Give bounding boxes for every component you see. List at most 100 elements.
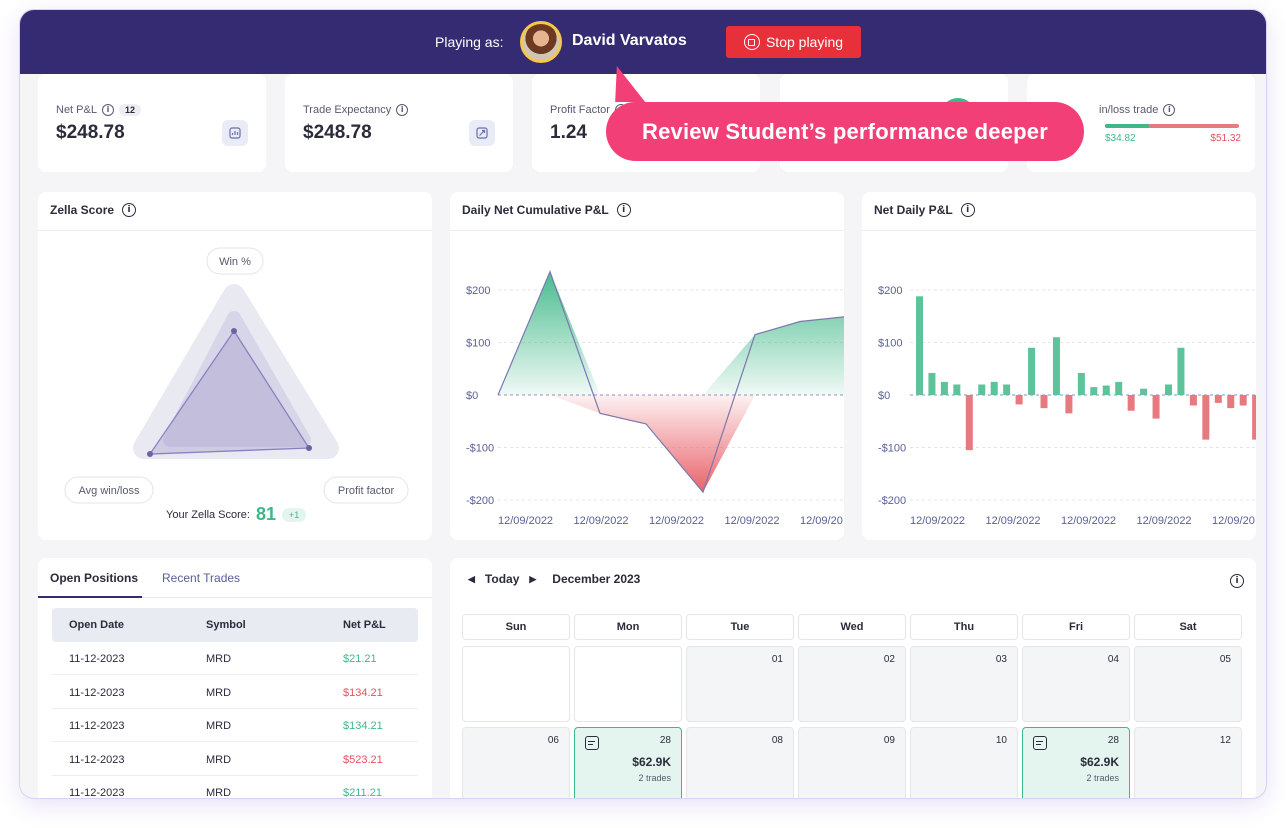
day-number: 12 — [1219, 735, 1231, 746]
day-pnl: $62.9K — [632, 755, 671, 769]
daily-bar — [1015, 395, 1023, 405]
day-of-week-header: Sat — [1134, 614, 1242, 640]
axis-label-profit-factor: Profit factor — [338, 485, 395, 497]
table-row[interactable]: 11-12-2023 MRD $211.21 — [52, 776, 418, 798]
calendar-day[interactable]: 02 — [798, 646, 906, 722]
calendar-day[interactable]: 01 — [686, 646, 794, 722]
daily-bar — [1077, 372, 1085, 395]
calendar-day[interactable]: 05 — [1134, 646, 1242, 722]
previous-month-icon[interactable]: ◀ — [468, 573, 475, 584]
stat-value: $248.78 — [303, 122, 372, 143]
daily-bar — [1003, 384, 1011, 395]
calendar-day[interactable]: 04 — [1022, 646, 1130, 722]
radar-point — [147, 451, 153, 457]
y-tick-label: -$100 — [466, 443, 494, 455]
table-row[interactable]: 11-12-2023 MRD $523.21 — [52, 743, 418, 776]
open-date-cell: 11-12-2023 — [69, 686, 125, 699]
avg-win-value: $34.82 — [1105, 133, 1136, 144]
x-tick-label: 12/09/20 — [800, 515, 843, 527]
tab-recent-trades[interactable]: Recent Trades — [162, 571, 241, 585]
calendar-day[interactable]: 08 — [686, 727, 794, 798]
next-month-icon[interactable]: ▶ — [529, 573, 537, 584]
table-row[interactable]: 11-12-2023 MRD $134.21 — [52, 709, 418, 742]
calendar-day[interactable]: 12 — [1134, 727, 1242, 798]
day-of-week-header: Fri — [1022, 614, 1130, 640]
win-loss-ratio-bar — [1105, 124, 1239, 128]
daily-bar — [1227, 395, 1235, 409]
calendar-day[interactable]: 28 $62.9K 2 trades — [1022, 727, 1130, 798]
calendar-day[interactable]: 09 — [798, 727, 906, 798]
info-icon[interactable]: i — [1163, 104, 1176, 116]
daily-bar — [1177, 347, 1185, 395]
daily-bar — [978, 384, 986, 395]
calendar-note-icon[interactable] — [585, 736, 599, 750]
open-date-cell: 11-12-2023 — [69, 787, 125, 798]
day-of-week-header: Mon — [574, 614, 682, 640]
calendar-day[interactable] — [574, 646, 682, 722]
daily-bar — [1214, 395, 1222, 403]
column-header-open-date[interactable]: Open Date — [69, 619, 125, 631]
daily-bar — [1127, 395, 1135, 411]
open-date-cell: 11-12-2023 — [69, 653, 125, 665]
info-icon[interactable]: i — [101, 104, 114, 116]
trade-count-badge: 12 — [118, 104, 141, 116]
info-icon[interactable]: i — [960, 203, 975, 217]
y-tick-label: $0 — [878, 390, 890, 402]
day-number: 05 — [1219, 654, 1231, 665]
active-tab-indicator — [38, 596, 142, 598]
playing-as-label: Playing as: — [435, 34, 504, 50]
calendar-day[interactable]: 03 — [910, 646, 1018, 722]
info-icon[interactable]: i — [396, 104, 409, 116]
impersonation-banner: Playing as: David Varvatos Stop playing — [20, 10, 1266, 74]
gauge-icon — [469, 120, 495, 146]
calendar-day[interactable] — [462, 646, 570, 722]
info-icon[interactable]: i — [616, 203, 631, 217]
panel-title: Net Daily P&L — [874, 203, 953, 217]
today-button[interactable]: Today — [484, 572, 520, 586]
stat-card-trade-expectancy: Trade Expectancy i $248.78 — [285, 74, 513, 172]
stat-label: Profit Factor — [550, 104, 610, 116]
net-pnl-cell: $134.21 — [343, 686, 383, 699]
day-number: 10 — [995, 735, 1007, 746]
column-header-net-pnl[interactable]: Net P&L — [343, 619, 386, 631]
symbol-cell: MRD — [206, 753, 232, 766]
daily-bar — [1202, 395, 1210, 440]
calendar-day[interactable]: 28 $62.9K 2 trades — [574, 727, 682, 798]
panel-title: Zella Score — [50, 203, 115, 217]
symbol-cell: MRD — [206, 787, 232, 798]
day-of-week-header: Thu — [910, 614, 1018, 640]
info-icon[interactable]: i — [1230, 574, 1244, 588]
stat-value: 1.24 — [550, 122, 587, 143]
open-date-cell: 11-12-2023 — [69, 720, 125, 732]
zella-score-panel: Zella Score i Win % Avg win/loss Profit … — [38, 192, 432, 540]
daily-bar — [990, 381, 998, 395]
day-number: 03 — [995, 654, 1007, 665]
calendar-day[interactable]: 06 — [462, 727, 570, 798]
stop-playing-button[interactable]: Stop playing — [726, 26, 861, 58]
table-row[interactable]: 11-12-2023 MRD $21.21 — [52, 642, 418, 675]
review-tooltip: Review Student’s performance deeper — [606, 102, 1084, 161]
daily-pnl-panel: Net Daily P&L i $200 $100 $0 -$100 -$200 12/0… — [862, 192, 1256, 540]
day-number: 28 — [659, 735, 671, 746]
info-icon[interactable]: i — [122, 203, 137, 217]
symbol-cell: MRD — [206, 686, 232, 699]
calendar-day[interactable]: 10 — [910, 727, 1018, 798]
daily-bar — [940, 381, 948, 395]
day-number: 08 — [771, 735, 783, 746]
tab-open-positions[interactable]: Open Positions — [50, 571, 139, 585]
table-row[interactable]: 11-12-2023 MRD $134.21 — [52, 676, 418, 709]
symbol-cell: MRD — [206, 720, 232, 732]
axis-label-avg-win-loss: Avg win/loss — [79, 485, 140, 497]
stop-playing-label: Stop playing — [765, 34, 844, 50]
day-of-week-header: Sun — [462, 614, 570, 640]
day-trade-count: 2 trades — [1086, 773, 1119, 783]
daily-bar — [1152, 395, 1160, 419]
x-tick-label: 12/09/2022 — [910, 515, 965, 527]
x-tick-label: 12/09/2022 — [1061, 515, 1116, 527]
calendar-month: December 2023 — [552, 572, 641, 586]
daily-bar — [965, 395, 973, 451]
column-header-symbol[interactable]: Symbol — [206, 619, 246, 631]
day-number: 06 — [547, 735, 559, 746]
stat-value: $248.78 — [56, 122, 125, 143]
calendar-note-icon[interactable] — [1033, 736, 1047, 750]
